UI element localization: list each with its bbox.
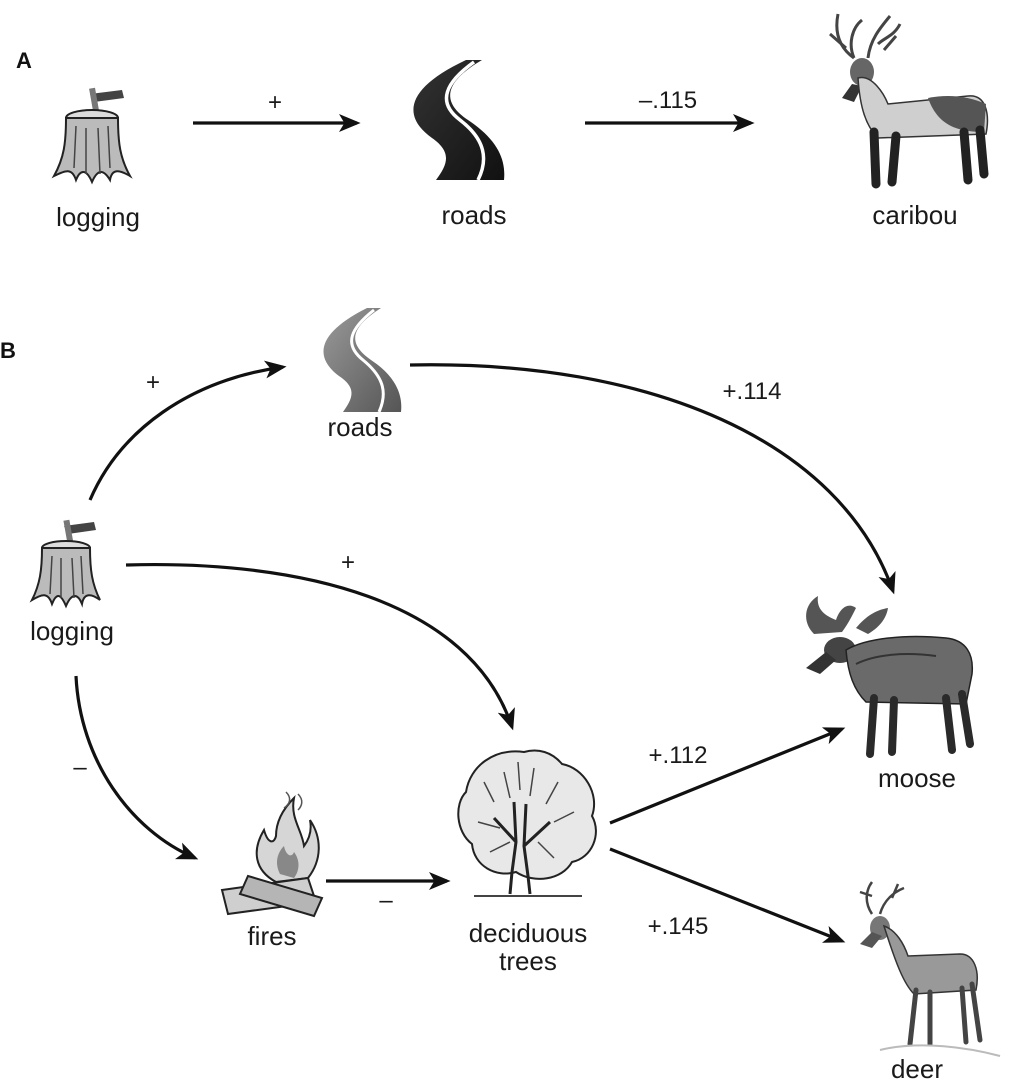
road-icon bbox=[323, 308, 402, 413]
node-deciduous-b-line2: trees bbox=[499, 946, 557, 976]
panel-b: B roads logging moose bbox=[0, 308, 1001, 1081]
node-logging-b: logging bbox=[30, 616, 114, 646]
moose-icon bbox=[806, 596, 974, 758]
edge-deciduous-deer-b bbox=[609, 847, 846, 943]
node-caribou-a: caribou bbox=[872, 200, 957, 230]
node-deciduous-b-line1: deciduous bbox=[469, 918, 588, 948]
caribou-icon bbox=[829, 13, 989, 189]
edge-deciduous-moose-b bbox=[609, 727, 846, 825]
road-icon bbox=[413, 60, 505, 181]
node-fires-b: fires bbox=[247, 921, 296, 951]
edge-logging-deciduous-b bbox=[125, 563, 515, 731]
edge-roads-moose-b bbox=[409, 363, 896, 595]
stump-icon bbox=[51, 87, 133, 185]
stump-icon bbox=[29, 519, 101, 609]
edge-label-roads-caribou-a: –.115 bbox=[639, 87, 697, 114]
edge-label-deciduous-moose-b: +.112 bbox=[649, 742, 708, 769]
tree-icon bbox=[457, 749, 597, 897]
edge-label-logging-roads-a: + bbox=[268, 89, 282, 116]
panel-b-letter: B bbox=[0, 338, 16, 363]
edge-label-fires-deciduous-b: – bbox=[379, 887, 393, 914]
panel-a-letter: A bbox=[16, 48, 32, 73]
fire-icon bbox=[220, 791, 324, 918]
edge-label-logging-deciduous-b: + bbox=[341, 549, 355, 576]
edge-label-deciduous-deer-b: +.145 bbox=[648, 913, 709, 940]
node-logging-a: logging bbox=[56, 202, 140, 232]
edge-label-roads-moose-b: +.114 bbox=[723, 378, 782, 405]
node-deer-b: deer bbox=[891, 1054, 943, 1081]
edge-label-logging-fires-b: – bbox=[73, 754, 87, 781]
edge-logging-fires-b bbox=[74, 675, 199, 860]
deer-icon bbox=[859, 881, 1001, 1057]
panel-a: A logging + roads –.115 bbox=[16, 13, 989, 232]
node-moose-b: moose bbox=[878, 763, 956, 793]
node-roads-b: roads bbox=[327, 412, 392, 442]
node-roads-a: roads bbox=[441, 200, 506, 230]
edge-label-logging-roads-b: + bbox=[146, 369, 160, 396]
edge-logging-roads-b bbox=[88, 360, 287, 501]
